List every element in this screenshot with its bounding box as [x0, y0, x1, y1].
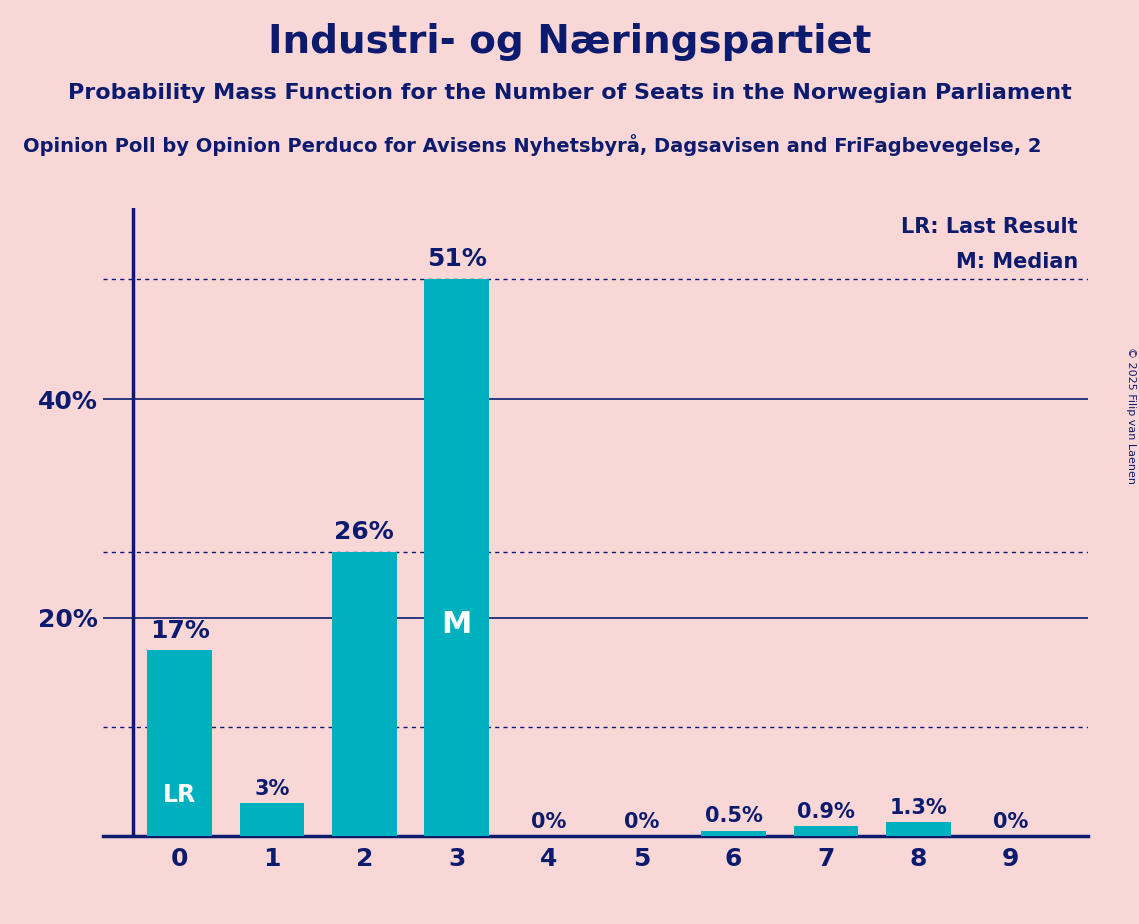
Bar: [794, 826, 859, 836]
Text: 0.9%: 0.9%: [797, 802, 855, 822]
Text: 1.3%: 1.3%: [890, 797, 948, 818]
Bar: [702, 831, 765, 836]
Text: 51%: 51%: [427, 248, 486, 272]
Text: LR: Last Result: LR: Last Result: [901, 217, 1077, 237]
Text: 0%: 0%: [624, 812, 659, 832]
Text: 0%: 0%: [993, 812, 1029, 832]
Bar: [331, 553, 396, 836]
Text: M: Median: M: Median: [956, 252, 1077, 272]
Text: LR: LR: [163, 784, 196, 808]
Text: Industri- og Næringspartiet: Industri- og Næringspartiet: [268, 23, 871, 61]
Bar: [425, 279, 489, 836]
Bar: [239, 804, 304, 836]
Text: M: M: [442, 610, 472, 639]
Text: 3%: 3%: [254, 779, 289, 799]
Text: 0.5%: 0.5%: [705, 807, 763, 826]
Text: 26%: 26%: [335, 520, 394, 544]
Bar: [147, 650, 212, 836]
Text: 17%: 17%: [149, 619, 210, 643]
Text: 0%: 0%: [531, 812, 566, 832]
Text: Probability Mass Function for the Number of Seats in the Norwegian Parliament: Probability Mass Function for the Number…: [67, 83, 1072, 103]
Bar: [886, 822, 951, 836]
Text: © 2025 Filip van Laenen: © 2025 Filip van Laenen: [1126, 347, 1136, 484]
Text: Opinion Poll by Opinion Perduco for Avisens Nyhetsbyrå, Dagsavisen and FriFagbev: Opinion Poll by Opinion Perduco for Avis…: [23, 134, 1041, 156]
